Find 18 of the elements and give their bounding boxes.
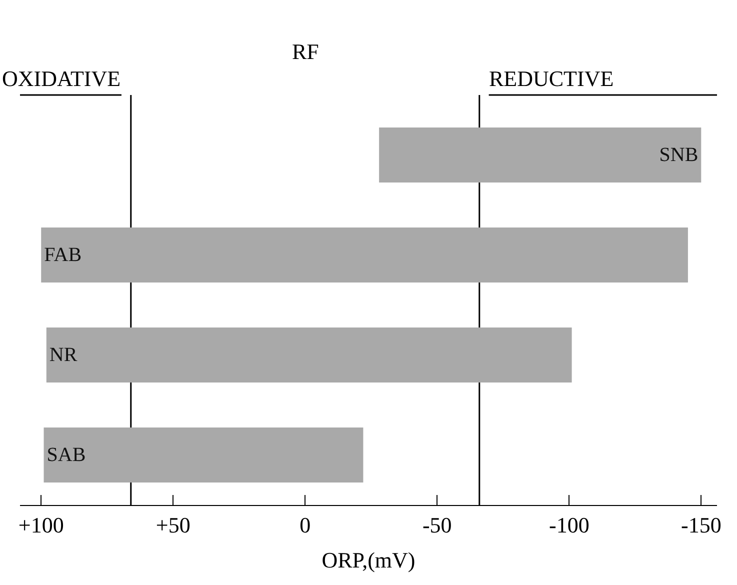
x-axis-title: ORP,(mV): [322, 547, 416, 572]
y-tick-label: SAB: [46, 444, 86, 466]
x-tick-label: -100: [548, 512, 590, 538]
bar: [379, 128, 702, 182]
text: REDUCTIVE: [489, 66, 614, 91]
y-tick-label: FAB: [44, 244, 82, 266]
x-tick-label: +100: [18, 512, 64, 538]
bar: [46, 328, 572, 382]
text: RF: [292, 39, 319, 64]
bar: [44, 428, 364, 482]
y-tick-label: SNB: [659, 144, 698, 166]
x-tick-label: 0: [300, 512, 311, 538]
bar: [41, 228, 688, 282]
x-tick-label: +50: [156, 512, 190, 538]
x-tick-label: -50: [422, 512, 452, 538]
text: OXIDATIVE: [2, 66, 121, 91]
x-tick-label: -150: [680, 512, 722, 538]
y-tick-label: NR: [49, 344, 78, 366]
